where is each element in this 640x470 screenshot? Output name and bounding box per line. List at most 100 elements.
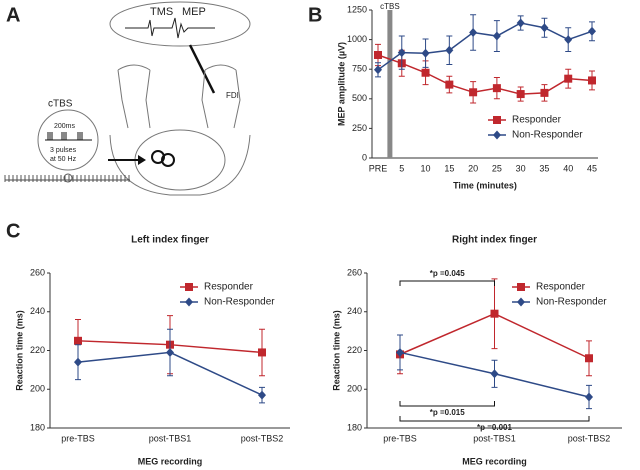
annotation: *p =0.045 <box>430 269 465 278</box>
marker <box>490 369 499 379</box>
y-axis-label: Reaction time (ms) <box>14 310 24 391</box>
panel-label: B <box>308 4 322 26</box>
legend-label: Responder <box>204 282 254 293</box>
x-tick-label: 40 <box>563 163 573 173</box>
marker <box>185 283 193 291</box>
legend-label: Non-Responder <box>512 130 583 141</box>
marker <box>185 297 193 307</box>
marker <box>540 23 549 33</box>
y-tick-label: 260 <box>347 267 362 277</box>
band-label: cTBS <box>380 2 400 11</box>
y-axis-label: Reaction time (ms) <box>331 310 341 391</box>
y-tick-label: 180 <box>347 422 362 432</box>
x-tick-label: post-TBS1 <box>473 433 516 443</box>
x-tick-label: 45 <box>587 163 597 173</box>
y-tick-label: 240 <box>347 306 362 316</box>
significance-bracket <box>399 280 495 286</box>
legend-label: Responder <box>512 115 562 126</box>
marker <box>396 347 404 357</box>
significance-bracket <box>399 416 590 422</box>
x-tick-label: PRE <box>369 163 388 173</box>
legend-label: Non-Responder <box>204 297 275 308</box>
illustration-label: TMS <box>150 6 173 18</box>
marker <box>469 88 478 97</box>
marker <box>74 336 82 345</box>
marker <box>374 50 382 59</box>
illustration-label: FDI <box>226 91 239 100</box>
marker <box>469 27 478 37</box>
marker <box>492 31 501 41</box>
legend-label: Non-Responder <box>536 297 607 308</box>
marker <box>588 76 596 85</box>
marker <box>421 48 430 58</box>
panel-label: C <box>6 220 20 242</box>
significance-bracket <box>399 401 495 407</box>
y-tick-label: 1250 <box>347 4 367 14</box>
marker <box>564 35 573 45</box>
illustration: TMS MEP FDI cTBS 200ms 3 pulses at 50 Hz <box>4 1 251 196</box>
y-tick-label: 240 <box>30 306 45 316</box>
x-tick-label: post-TBS2 <box>241 433 284 443</box>
x-axis-label: Time (minutes) <box>453 180 517 190</box>
marker <box>445 80 454 89</box>
y-tick-label: 180 <box>30 422 45 432</box>
y-tick-label: 220 <box>347 345 362 355</box>
y-axis-label: MEP amplitude (µV) <box>336 42 346 126</box>
illustration-label: 3 pulses <box>50 147 77 154</box>
x-tick-label: 25 <box>492 163 502 173</box>
y-tick-label: 200 <box>30 384 45 394</box>
illustration-label: MEP <box>182 6 206 18</box>
annotation: *p =0.001 <box>477 423 512 432</box>
y-tick-label: 500 <box>352 93 367 103</box>
marker <box>564 74 573 83</box>
x-tick-label: 15 <box>444 163 454 173</box>
x-tick-label: 20 <box>468 163 478 173</box>
marker <box>540 88 549 97</box>
marker <box>516 18 525 28</box>
marker <box>588 26 596 36</box>
marker <box>516 90 525 99</box>
marker <box>258 348 266 357</box>
stimulation-band <box>387 10 393 158</box>
x-tick-label: 30 <box>516 163 526 173</box>
y-tick-label: 260 <box>30 267 45 277</box>
panel-label: A <box>6 4 20 26</box>
marker <box>74 357 82 367</box>
marker <box>492 84 501 93</box>
marker <box>374 65 382 75</box>
marker <box>585 392 593 402</box>
x-axis-label: MEG recording <box>462 456 527 466</box>
marker <box>517 283 525 291</box>
marker <box>493 130 501 140</box>
y-tick-label: 220 <box>30 345 45 355</box>
marker <box>166 347 174 357</box>
y-tick-label: 0 <box>362 152 367 162</box>
y-tick-label: 750 <box>352 64 367 74</box>
marker <box>585 354 593 363</box>
marker <box>258 390 266 400</box>
series-line <box>377 54 593 95</box>
y-tick-label: 1000 <box>347 34 367 44</box>
illustration-label: at 50 Hz <box>50 156 77 163</box>
marker <box>421 68 430 77</box>
marker <box>517 297 525 307</box>
x-tick-label: post-TBS1 <box>149 433 192 443</box>
x-tick-label: post-TBS2 <box>568 433 611 443</box>
x-tick-label: 35 <box>539 163 549 173</box>
marker <box>397 48 406 58</box>
chart-title: Left index finger <box>131 235 209 246</box>
annotation: *p =0.015 <box>430 408 465 417</box>
illustration-label: 200ms <box>54 123 76 130</box>
marker <box>445 45 454 55</box>
x-tick-label: pre-TBS <box>383 433 417 443</box>
chart-title: Right index finger <box>452 235 537 246</box>
marker <box>490 309 499 318</box>
x-tick-label: 10 <box>421 163 431 173</box>
illustration-label: cTBS <box>48 99 73 110</box>
y-tick-label: 250 <box>352 123 367 133</box>
legend-label: Responder <box>536 282 586 293</box>
y-tick-label: 200 <box>347 384 362 394</box>
x-tick-label: pre-TBS <box>61 433 95 443</box>
marker <box>493 116 501 124</box>
